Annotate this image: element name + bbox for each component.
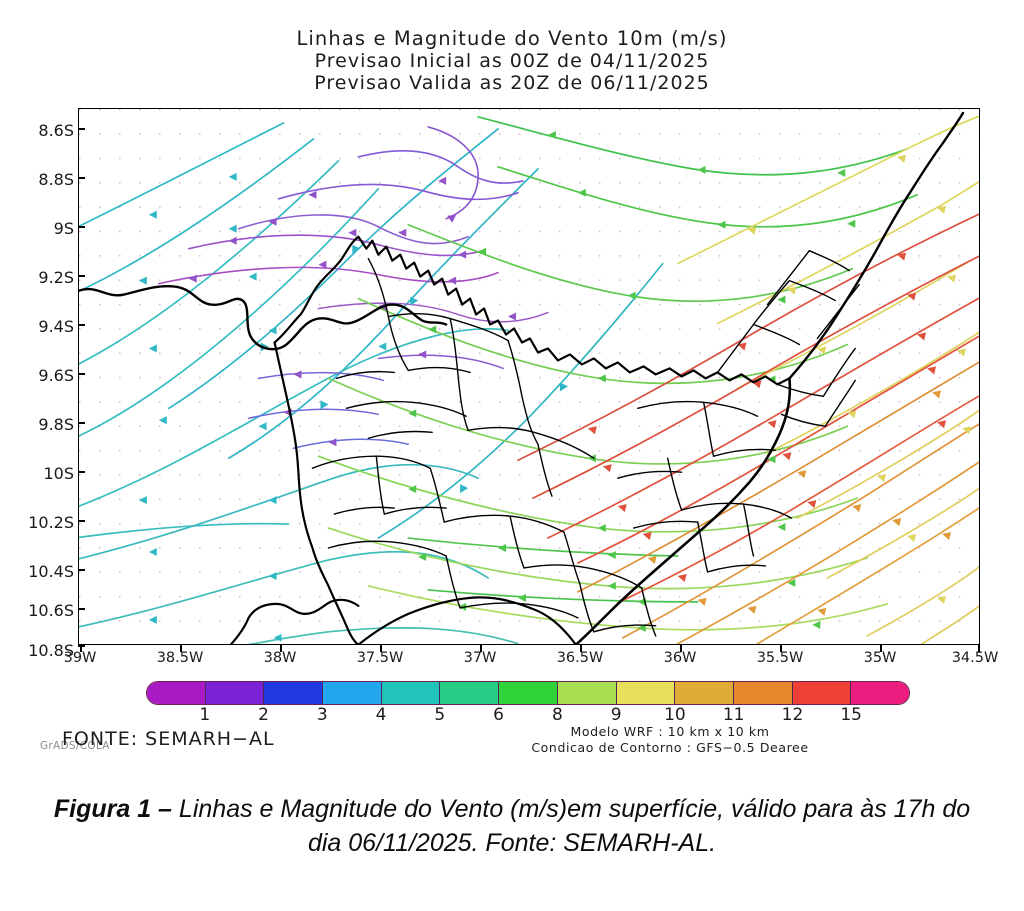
- colorbar-tick-8: 8: [551, 705, 563, 725]
- title-line-3: Previsao Valida as 20Z de 06/11/2025: [314, 72, 710, 94]
- colorbar-tick-15: 15: [840, 705, 863, 725]
- model-line-1: Modelo WRF : 10 km x 10 km: [570, 724, 770, 739]
- colorbar-segment-11: [792, 682, 852, 704]
- colorbar-tick-9: 9: [610, 705, 622, 725]
- colorbar-segment-9: [675, 682, 734, 704]
- colorbar-tick-labels: 1 2 3 4 5 6 8 9 10 11 12 15: [146, 705, 910, 727]
- y-tick-label-10S: 10S: [43, 464, 74, 483]
- map-canvas: [79, 109, 979, 644]
- wind-map-figure: 8.6S 8.8S 9S 9.2S 9.4S 9.6S 9.8S 10S 10.…: [28, 108, 999, 756]
- y-tick-label-9S: 9S: [53, 219, 74, 238]
- title-line-1: Linhas e Magnitude do Vento 10m (m/s): [296, 27, 728, 50]
- chart-title-block: Linhas e Magnitude do Vento 10m (m/s) Pr…: [0, 27, 1024, 95]
- model-info-block: Modelo WRF : 10 km x 10 km Condicao de C…: [505, 724, 835, 756]
- y-tick-label-10.4S: 10.4S: [28, 562, 74, 581]
- model-line-2: Condicao de Contorno : GFS−0.5 Dearee: [531, 740, 809, 755]
- colorbar-tick-3: 3: [316, 705, 328, 725]
- colorbar-segment-10: [733, 682, 793, 704]
- colorbar-gradient: [146, 681, 910, 705]
- map-plot-area[interactable]: [78, 108, 980, 645]
- x-tick-label-39W: 39W: [63, 650, 97, 666]
- y-tick-label-8.8S: 8.8S: [38, 170, 74, 189]
- y-tick-label-9.8S: 9.8S: [38, 415, 74, 434]
- grads-watermark: GrADS/COLA: [40, 740, 110, 752]
- colorbar-segment-5: [440, 682, 500, 704]
- x-tick-label-34.5W: 34.5W: [951, 650, 999, 666]
- colorbar-segment-8: [616, 682, 676, 704]
- y-tick-label-10.8S: 10.8S: [28, 641, 74, 660]
- colorbar-tick-10: 10: [664, 705, 686, 725]
- figure-caption-label: Figura 1 –: [53, 795, 179, 823]
- colorbar-segment-0: [147, 682, 206, 704]
- figure-caption: Figura 1 – Linhas e Magnitude do Vento (…: [40, 792, 984, 860]
- fonte-label: FONTE: SEMARH−AL: [62, 728, 275, 750]
- colorbar-segment-3: [323, 682, 382, 704]
- y-tick-label-9.2S: 9.2S: [38, 268, 74, 287]
- x-tick-label-37W: 37W: [463, 650, 497, 666]
- y-tick-label-9.4S: 9.4S: [38, 317, 74, 336]
- x-tick-label-37.5W: 37.5W: [356, 650, 404, 666]
- x-tick-label-36.5W: 36.5W: [556, 650, 604, 666]
- colorbar-tick-5: 5: [434, 705, 446, 725]
- colorbar-tick-2: 2: [258, 705, 269, 725]
- colorbar-tick-6: 6: [493, 705, 505, 725]
- x-tick-label-36W: 36W: [663, 650, 697, 666]
- colorbar-segment-2: [264, 682, 324, 704]
- colorbar-segment-1: [205, 682, 265, 704]
- x-tick-label-38W: 38W: [263, 650, 297, 666]
- y-tick-label-10.6S: 10.6S: [28, 601, 74, 620]
- x-tick-label-38.5W: 38.5W: [156, 650, 204, 666]
- figure-caption-text: Linhas e Magnitude do Vento (m/s)em supe…: [178, 795, 971, 857]
- y-tick-label-10.2S: 10.2S: [28, 513, 74, 532]
- colorbar-segment-7: [557, 682, 617, 704]
- colorbar-segment-12: [851, 682, 909, 704]
- colorbar[interactable]: [146, 681, 910, 705]
- x-tick-label-35.5W: 35.5W: [756, 650, 804, 666]
- title-line-2: Previsao Inicial as 00Z de 04/11/2025: [314, 50, 710, 72]
- colorbar-tick-4: 4: [375, 705, 387, 725]
- x-tick-label-35W: 35W: [863, 650, 897, 666]
- colorbar-segment-4: [381, 682, 441, 704]
- y-tick-label-9.6S: 9.6S: [38, 366, 74, 385]
- colorbar-tick-1: 1: [199, 705, 211, 725]
- colorbar-tick-11: 11: [722, 705, 745, 725]
- grid-dots: [79, 109, 979, 644]
- streamline-arrows: [138, 130, 971, 642]
- y-tick-label-8.6S: 8.6S: [38, 121, 74, 140]
- municipality-boundaries: [79, 111, 965, 644]
- colorbar-segment-6: [499, 682, 558, 704]
- colorbar-tick-12: 12: [781, 705, 804, 725]
